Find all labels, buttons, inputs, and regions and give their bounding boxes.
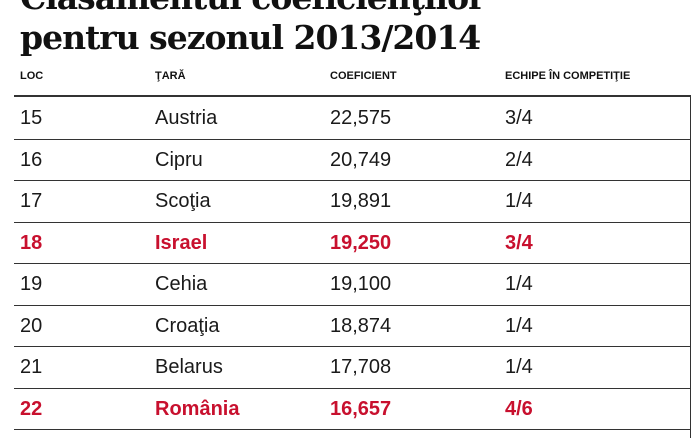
table-cell: 2/4 bbox=[505, 148, 533, 171]
table-cell: Israel bbox=[155, 231, 208, 254]
column-header: LOC bbox=[20, 70, 44, 82]
table-cell: România bbox=[155, 397, 240, 420]
column-header: ECHIPE ÎN COMPETIŢIE bbox=[505, 70, 631, 82]
table-cell: Croaţia bbox=[155, 314, 220, 337]
table-cell: 1/4 bbox=[505, 356, 533, 378]
table-cell: 17 bbox=[20, 190, 43, 212]
table-cell: 18,874 bbox=[330, 314, 392, 337]
table-cell: 3/4 bbox=[505, 107, 533, 129]
title-line: pentru sezonul 2013/2014 bbox=[20, 18, 481, 57]
title-line: Clasamentul coeficienţilor bbox=[20, 0, 485, 17]
column-header: ŢARĂ bbox=[155, 70, 186, 82]
table-cell: Scoţia bbox=[155, 190, 211, 212]
table-cell: 19,891 bbox=[330, 190, 392, 212]
table-cell: 3/4 bbox=[505, 231, 533, 254]
row-rule bbox=[14, 304, 690, 306]
table-cell: Cipru bbox=[155, 148, 203, 171]
table-cell: 20 bbox=[20, 314, 43, 337]
row-rule bbox=[14, 387, 690, 389]
table-cell: 1/4 bbox=[505, 273, 533, 295]
row-rule bbox=[14, 429, 690, 430]
row-rule bbox=[14, 138, 690, 140]
row-rule bbox=[14, 180, 690, 181]
table-cell: 22 bbox=[20, 397, 43, 420]
table-cell: 20,749 bbox=[330, 148, 392, 171]
table-cell: 19 bbox=[20, 273, 43, 295]
table-cell: 18 bbox=[20, 231, 43, 254]
table-cell: 15 bbox=[20, 107, 43, 129]
row-rule bbox=[14, 221, 690, 223]
table-cell: 19,100 bbox=[330, 273, 392, 295]
table-cell: 16,657 bbox=[330, 397, 392, 420]
table-cell: 21 bbox=[20, 356, 43, 378]
table-cell: Austria bbox=[155, 107, 218, 129]
table-cell: Cehia bbox=[155, 273, 208, 295]
table-cell: 22,575 bbox=[330, 107, 392, 129]
table-cell: 16 bbox=[20, 148, 43, 171]
table-cell: Belarus bbox=[155, 356, 223, 378]
column-header: COEFICIENT bbox=[330, 70, 397, 82]
header-rule bbox=[14, 95, 690, 97]
table-cell: 1/4 bbox=[505, 190, 533, 212]
table-cell: 4/6 bbox=[505, 397, 533, 420]
table-cell: 1/4 bbox=[505, 314, 533, 337]
table-cell: 19,250 bbox=[330, 231, 392, 254]
row-rule bbox=[14, 263, 690, 264]
row-rule bbox=[14, 346, 690, 347]
table-cell: 17,708 bbox=[330, 356, 392, 378]
table-border bbox=[690, 95, 691, 438]
